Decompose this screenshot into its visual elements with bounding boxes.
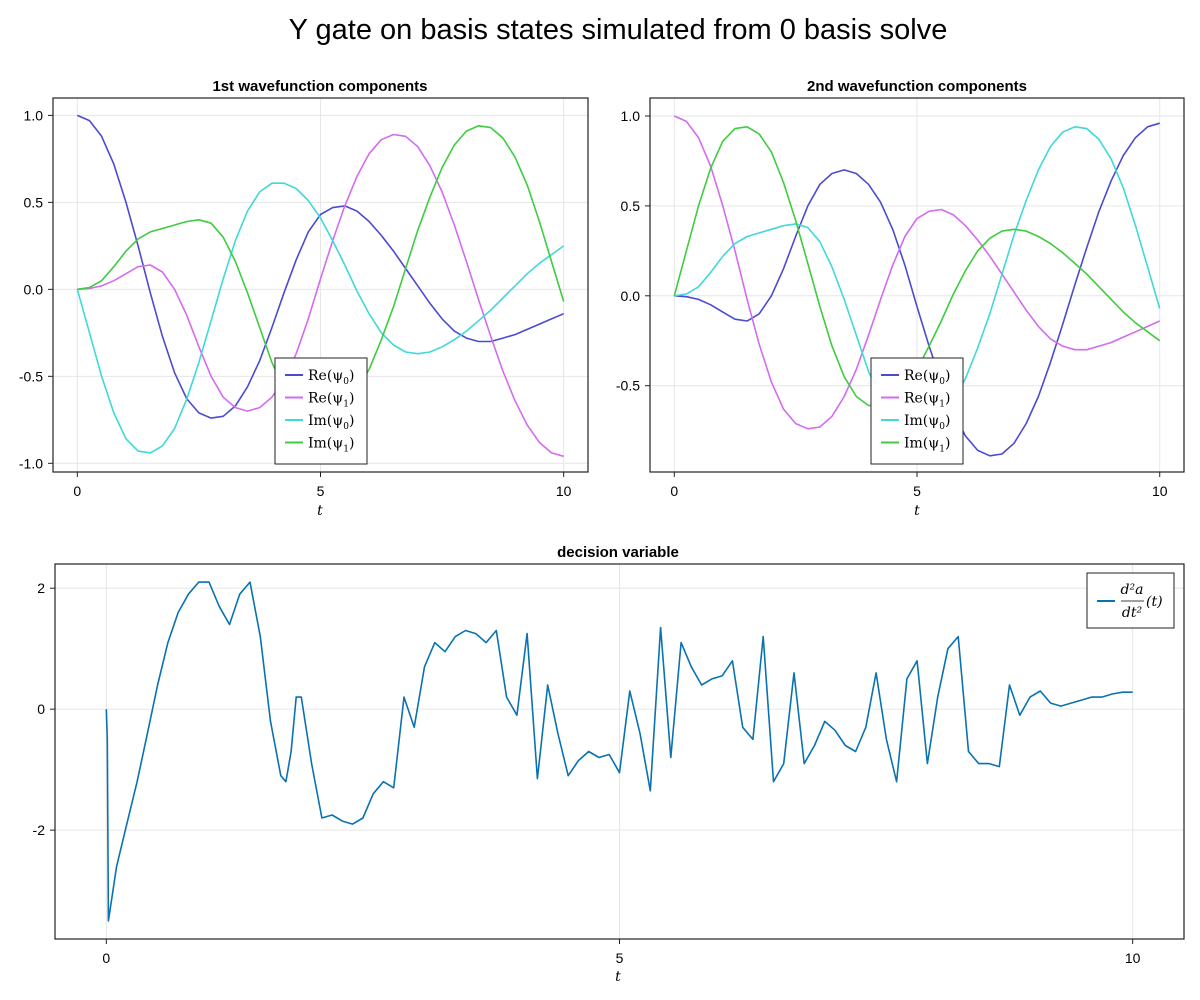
y-tick-label: -1.0 <box>19 455 43 471</box>
x-tick-label: 10 <box>1125 950 1141 966</box>
legend: Re(ψ0) Re(ψ1) Im(ψ0) Im(ψ1) <box>870 357 964 465</box>
y-tick-label: -0.5 <box>616 378 640 394</box>
series-line-1 <box>105 581 1133 922</box>
series-line-3 <box>76 182 565 454</box>
x-axis-label: t <box>317 503 323 519</box>
legend-label: (t) <box>1146 594 1163 610</box>
x-tick-label: 0 <box>102 950 110 966</box>
x-tick-label: 5 <box>913 483 921 499</box>
y-tick-label: 1.0 <box>24 107 44 123</box>
figure-title: Y gate on basis states simulated from 0 … <box>288 14 948 46</box>
panel-title: decision variable <box>557 544 679 561</box>
legend-label: d²a <box>1121 582 1144 598</box>
legend-label: Im(ψ1) <box>308 436 354 455</box>
y-tick-label: -0.5 <box>19 368 43 384</box>
x-axis-label: t <box>914 503 920 519</box>
x-tick-label: 5 <box>616 950 624 966</box>
panel-title: 2nd wavefunction components <box>807 78 1027 95</box>
y-tick-label: 0.5 <box>24 194 44 210</box>
x-tick-label: 5 <box>317 483 325 499</box>
legend-label: dt² <box>1122 605 1143 621</box>
x-tick-label: 0 <box>670 483 678 499</box>
plot-panel-2: 0 5 10 -0.5 0.0 0.5 1.0 2nd wavefunction compon… <box>616 78 1185 519</box>
x-axis-label: t <box>615 969 621 985</box>
legend-label: Re(ψ1) <box>904 391 950 410</box>
y-tick-label: 0.0 <box>24 281 44 297</box>
series-line-2 <box>673 115 1161 430</box>
y-tick-label: 0 <box>37 701 45 717</box>
panel-title: 1st wavefunction components <box>212 78 427 95</box>
legend-label: Im(ψ1) <box>904 436 950 455</box>
series-line-1 <box>76 114 565 419</box>
y-tick-label: 2 <box>37 580 45 596</box>
series-line-2 <box>77 133 564 458</box>
legend-label: Re(ψ0) <box>308 368 354 387</box>
x-tick-label: 10 <box>556 483 572 499</box>
y-tick-label: 0.0 <box>621 288 641 304</box>
legend-label: Im(ψ0) <box>904 413 950 432</box>
series-line-1 <box>674 122 1160 457</box>
legend-label: Re(ψ0) <box>904 368 950 387</box>
y-tick-label: -2 <box>33 822 46 838</box>
x-tick-label: 0 <box>73 483 81 499</box>
legend-label: Im(ψ0) <box>308 413 354 432</box>
x-tick-label: 10 <box>1152 483 1168 499</box>
plot-panel-1: 0 5 10 -1.0 -0.5 0.0 0.5 1.0 1st wavefunction co… <box>19 78 589 519</box>
y-tick-label: 0.5 <box>621 198 641 214</box>
plot-panel-3: 0 5 10 -2 0 2 decision variable t d²a dt²(t) <box>33 544 1185 985</box>
legend-label: Re(ψ1) <box>308 391 354 410</box>
y-tick-label: 1.0 <box>621 108 641 124</box>
legend: d²a dt²(t) <box>1086 572 1175 629</box>
legend: Re(ψ0) Re(ψ1) Im(ψ0) Im(ψ1) <box>274 357 368 465</box>
